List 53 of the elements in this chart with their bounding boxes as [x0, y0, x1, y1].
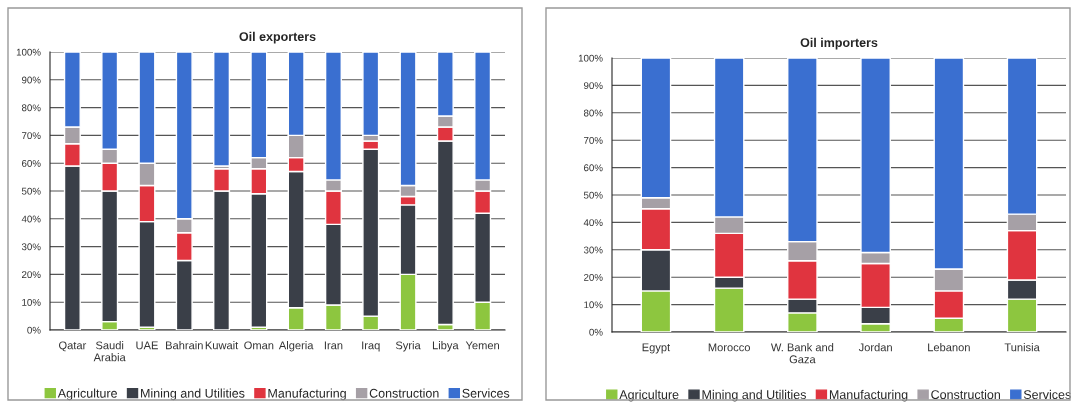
bar [213, 52, 231, 167]
legend-label: Mining and Utilities [141, 388, 245, 401]
x-tick-label: Kuwait [205, 341, 239, 350]
legend-label: Agriculture [619, 389, 679, 402]
y-tick-label: 70% [22, 132, 41, 140]
y-tick-label: 50% [21, 187, 41, 195]
x-tick-label: Syria [395, 341, 421, 352]
y-tick-label: 100% [16, 48, 41, 56]
x-tick-label: UAE [136, 341, 158, 350]
y-tick-label: 40% [583, 219, 603, 227]
y-tick-label: 60% [22, 159, 41, 167]
y-tick-label: 0% [27, 326, 41, 334]
y-tick-label: 20% [584, 273, 603, 281]
x-tick-label: W. Bank and Gaza [770, 343, 834, 364]
x-tick-label: Saudi Arabia [93, 341, 126, 362]
y-tick-label: 50% [583, 191, 603, 199]
x-tick-label: Yemen [465, 341, 499, 350]
x-tick-label: Libya [432, 341, 459, 352]
y-tick-label: 80% [21, 104, 41, 112]
x-tick-label: Iran [324, 341, 343, 350]
legend-label: Agriculture [57, 388, 117, 401]
legend-label: Construction [931, 389, 1000, 400]
y-tick-label: 0% [589, 328, 603, 336]
x-tick-label: Tunisia [1004, 343, 1040, 352]
x-tick-label: Egypt [642, 343, 671, 354]
x-tick-label: Oman [244, 341, 274, 350]
legend-label: Manufacturing [268, 388, 346, 401]
y-tick-label: 60% [584, 164, 603, 172]
y-tick-label: 100% [578, 54, 603, 62]
legend-label: Services [1023, 389, 1071, 400]
y-tick-label: 10% [584, 301, 603, 309]
y-tick-label: 90% [21, 76, 41, 84]
y-tick-label: 70% [584, 136, 603, 144]
legend-label: Manufacturing [829, 389, 908, 402]
y-tick-label: 30% [583, 246, 603, 254]
chart-title: Oil exporters [239, 31, 316, 44]
x-tick-label: Algeria [278, 341, 314, 352]
legend-label: Services [462, 388, 510, 398]
y-tick-label: 20% [22, 271, 41, 279]
y-tick-label: 30% [21, 243, 41, 251]
y-tick-label: 40% [21, 215, 41, 223]
y-tick-label: 90% [583, 82, 603, 90]
legend-label: Construction [369, 388, 439, 398]
x-tick-label: Jordan [858, 343, 892, 352]
chart-title: Oil importers [800, 37, 878, 50]
x-tick-label: Qatar [59, 341, 87, 352]
x-tick-label: Bahrain [166, 341, 203, 350]
x-tick-label: Iraq [362, 341, 380, 352]
x-tick-label: Lebanon [928, 343, 970, 352]
y-tick-label: 10% [22, 298, 41, 306]
legend-label: Mining and Utilities [702, 389, 806, 402]
x-tick-label: Morocco [708, 343, 750, 352]
y-tick-label: 80% [583, 109, 603, 117]
